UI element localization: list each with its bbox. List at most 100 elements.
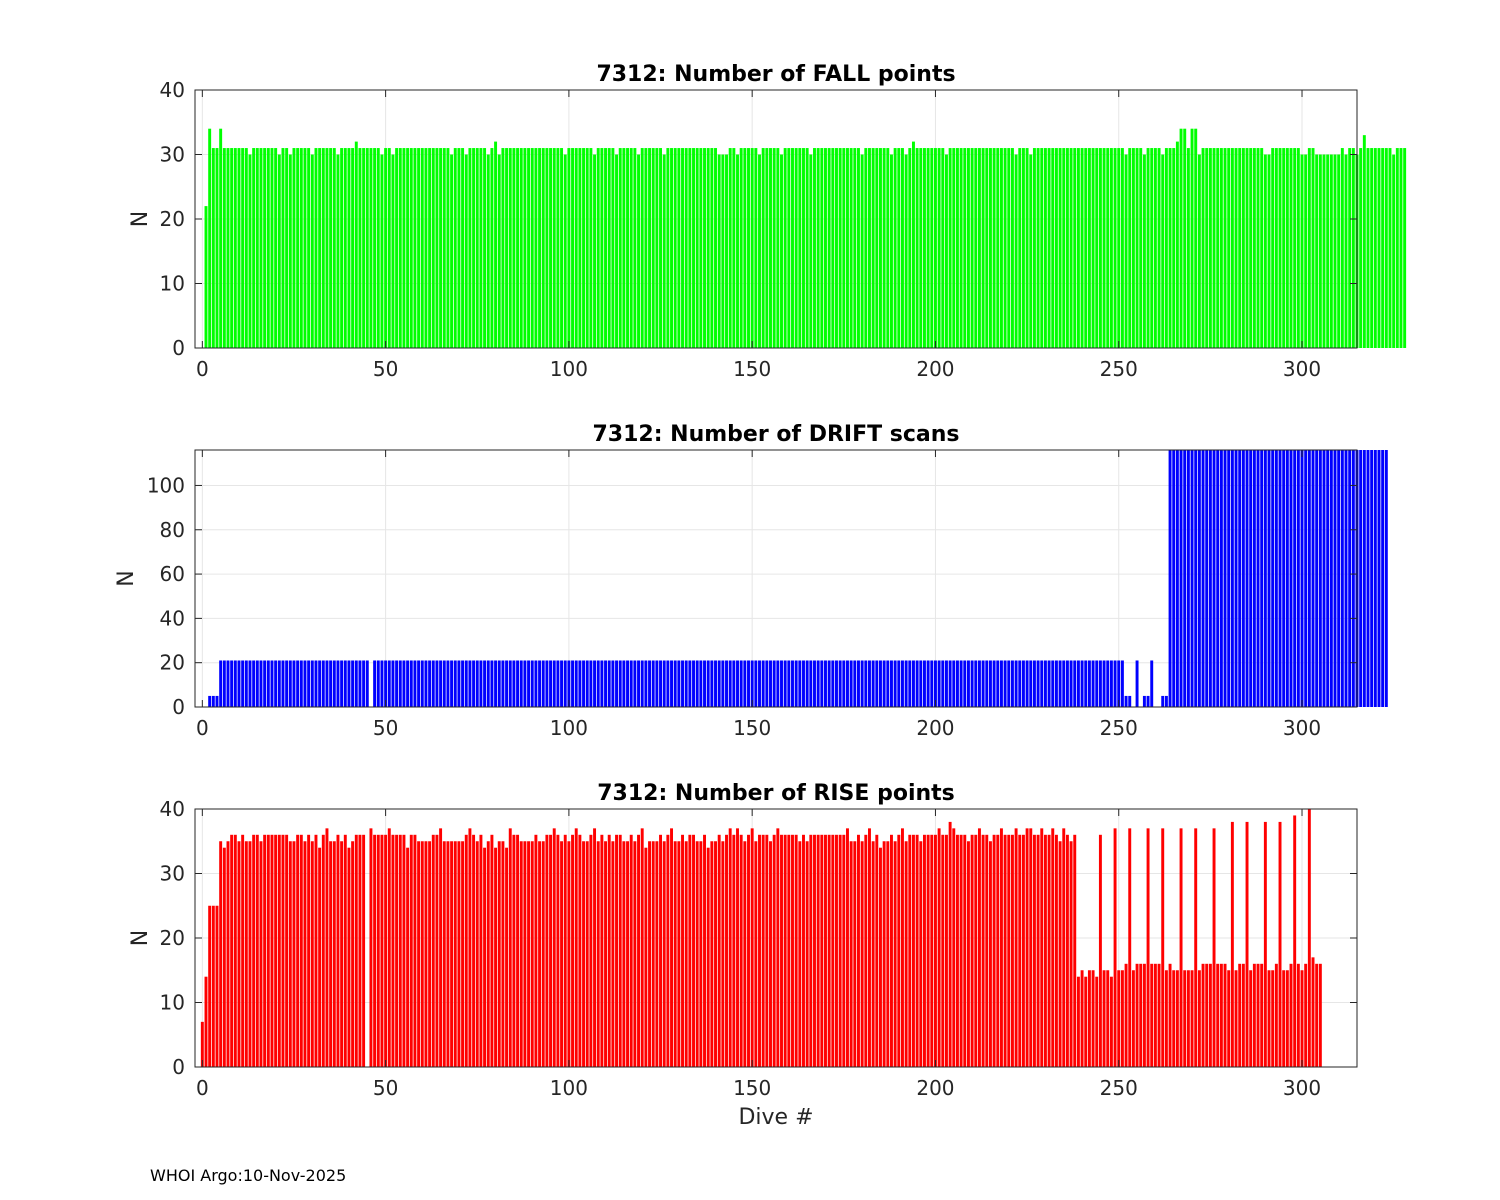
fall-bar (483, 148, 487, 348)
fall-bar (516, 148, 520, 348)
drift-x-tick-label: 250 (1100, 716, 1138, 740)
rise-bar (1197, 970, 1201, 1067)
fall-x-tick-label: 0 (196, 357, 209, 381)
rise-bar (376, 834, 380, 1067)
rise-bar (1003, 834, 1007, 1067)
fall-bar (1403, 148, 1407, 348)
drift-bar (354, 660, 358, 707)
rise-bar (743, 841, 747, 1067)
fall-bar (406, 148, 410, 348)
fall-bar (743, 148, 747, 348)
fall-bar (1366, 148, 1370, 348)
fall-bar (1054, 148, 1058, 348)
fall-bar (765, 148, 769, 348)
fall-bar (538, 148, 542, 348)
rise-bar (1073, 834, 1077, 1067)
fall-bar (981, 148, 985, 348)
rise-bar (732, 834, 736, 1067)
fall-chart-title: 7312: Number of FALL points (596, 62, 955, 87)
rise-bar (1186, 970, 1190, 1067)
rise-bar (501, 841, 505, 1067)
rise-bar (552, 828, 556, 1067)
fall-bar (640, 148, 644, 348)
rise-bar (204, 976, 208, 1067)
rise-chart-ylabel: N (128, 930, 153, 946)
rise-x-tick-label: 200 (916, 1076, 954, 1100)
fall-bar (1084, 148, 1088, 348)
rise-bar (963, 834, 967, 1067)
fall-bar (1234, 148, 1238, 348)
rise-bar (835, 834, 838, 1067)
rise-bar (948, 821, 952, 1067)
rise-bar (1043, 834, 1047, 1067)
drift-bar (868, 660, 871, 707)
rise-bar (622, 841, 626, 1067)
rise-bar (259, 841, 263, 1067)
drift-bar (1010, 660, 1014, 707)
drift-bar (1168, 450, 1172, 707)
drift-bar (1179, 450, 1183, 707)
drift-bar (505, 660, 509, 707)
rise-bar (725, 834, 728, 1067)
fall-bar (321, 148, 325, 348)
rise-bar (853, 841, 857, 1067)
drift-bar (424, 660, 428, 707)
fall-bar (424, 148, 428, 348)
fall-bar (1157, 148, 1161, 348)
drift-bar (516, 660, 520, 707)
drift-bar (908, 660, 912, 707)
drift-x-tick-label: 300 (1283, 716, 1321, 740)
fall-bar (593, 154, 597, 348)
rise-bar (926, 834, 930, 1067)
drift-bar (1245, 450, 1249, 707)
fall-bar (567, 148, 571, 348)
fall-bar (1392, 154, 1396, 348)
drift-bar (919, 660, 923, 707)
rise-bar (794, 834, 798, 1067)
fall-bar (398, 148, 402, 348)
drift-bar (992, 660, 996, 707)
drift-bar (387, 660, 391, 707)
drift-bar (604, 660, 608, 707)
drift-bar (538, 660, 542, 707)
fall-bar (1212, 148, 1216, 348)
fall-bar (362, 148, 366, 348)
fall-bar (266, 148, 270, 348)
rise-bar (1311, 957, 1315, 1067)
fall-bar (1124, 154, 1128, 348)
rise-bar (1102, 970, 1106, 1067)
fall-bar (835, 148, 838, 348)
rise-bar (1091, 970, 1095, 1067)
drift-bar (1098, 660, 1102, 707)
rise-bar (769, 841, 772, 1067)
drift-bar (233, 660, 237, 707)
fall-bar (589, 148, 593, 348)
fall-bar (1311, 148, 1315, 348)
rise-bar (629, 834, 633, 1067)
drift-bar (732, 660, 736, 707)
drift-bar (420, 660, 424, 707)
fall-x-tick-label: 300 (1283, 357, 1321, 381)
drift-bar (952, 660, 956, 707)
fall-bar (761, 148, 765, 348)
fall-bar (204, 206, 208, 348)
rise-bar (354, 834, 358, 1067)
drift-bar (574, 660, 578, 707)
drift-bar (827, 660, 831, 707)
rise-bar (417, 841, 421, 1067)
drift-bar (1340, 450, 1344, 707)
drift-bar (1003, 660, 1007, 707)
rise-ticks: 0 50 100 150 200 250 300 0 10 20 30 40 (160, 797, 1357, 1100)
fall-bar (673, 148, 677, 348)
rise-bar (977, 828, 981, 1067)
drift-bar (739, 660, 743, 707)
rise-bar (505, 847, 509, 1067)
fall-bar (776, 148, 780, 348)
rise-bar (662, 841, 666, 1067)
fall-bar (644, 148, 648, 348)
drift-bar (1208, 450, 1212, 707)
drift-bar (248, 660, 252, 707)
rise-bars (200, 809, 1322, 1067)
rise-bar (666, 834, 670, 1067)
drift-bar (259, 660, 263, 707)
